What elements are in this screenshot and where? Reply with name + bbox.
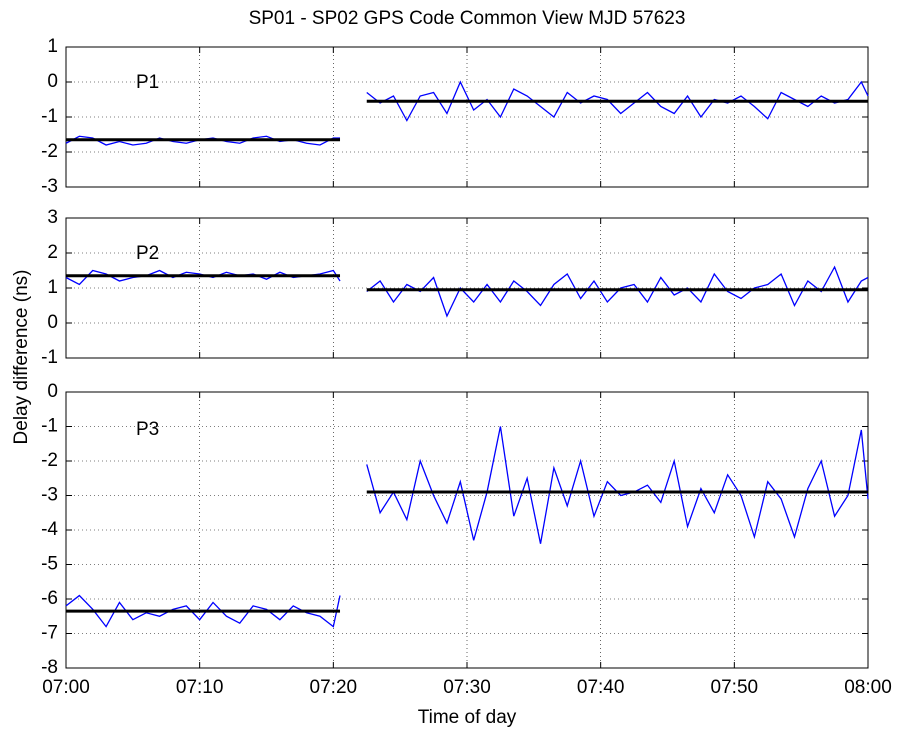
y-tick-label: 1 [47, 277, 58, 298]
y-tick-label: -2 [41, 141, 58, 162]
x-tick-label: 08:00 [844, 677, 892, 698]
x-tick-label: 07:00 [42, 677, 90, 698]
panel-label: P1 [136, 72, 159, 93]
x-tick-label: 07:50 [711, 677, 759, 698]
y-tick-label: 0 [47, 381, 58, 402]
y-tick-label: 3 [47, 207, 58, 228]
y-tick-label: -8 [41, 657, 58, 678]
y-tick-label: -7 [41, 623, 58, 644]
y-tick-label: -3 [41, 176, 58, 197]
plot-frame [65, 391, 869, 669]
y-tick-label: -1 [41, 347, 58, 368]
y-tick-label: -1 [41, 106, 58, 127]
y-tick-label: 0 [47, 312, 58, 333]
mean-line [66, 490, 868, 613]
y-tick-label: -4 [41, 519, 58, 540]
chart-title: SP01 - SP02 GPS Code Common View MJD 576… [249, 8, 686, 29]
panel-label: P3 [136, 419, 159, 440]
y-tick-label: -6 [41, 588, 58, 609]
y-tick-label: -2 [41, 450, 58, 471]
x-tick-label: 07:10 [176, 677, 224, 698]
mean-line [66, 99, 868, 142]
y-tick-label: 0 [47, 71, 58, 92]
y-axis-label: Delay difference (ns) [11, 270, 32, 445]
y-tick-label: 2 [47, 242, 58, 263]
y-tick-label: -1 [41, 416, 58, 437]
plot-frame [65, 46, 869, 188]
y-tick-label: -5 [41, 554, 58, 575]
mean-line [66, 274, 868, 292]
x-axis-label: Time of day [418, 707, 517, 728]
plot-frame [65, 217, 869, 359]
y-tick-label: -3 [41, 485, 58, 506]
y-tick-label: 1 [47, 36, 58, 57]
panel-label: P2 [136, 243, 159, 264]
x-tick-label: 07:30 [443, 677, 491, 698]
x-tick-label: 07:40 [577, 677, 625, 698]
x-tick-label: 07:20 [310, 677, 358, 698]
